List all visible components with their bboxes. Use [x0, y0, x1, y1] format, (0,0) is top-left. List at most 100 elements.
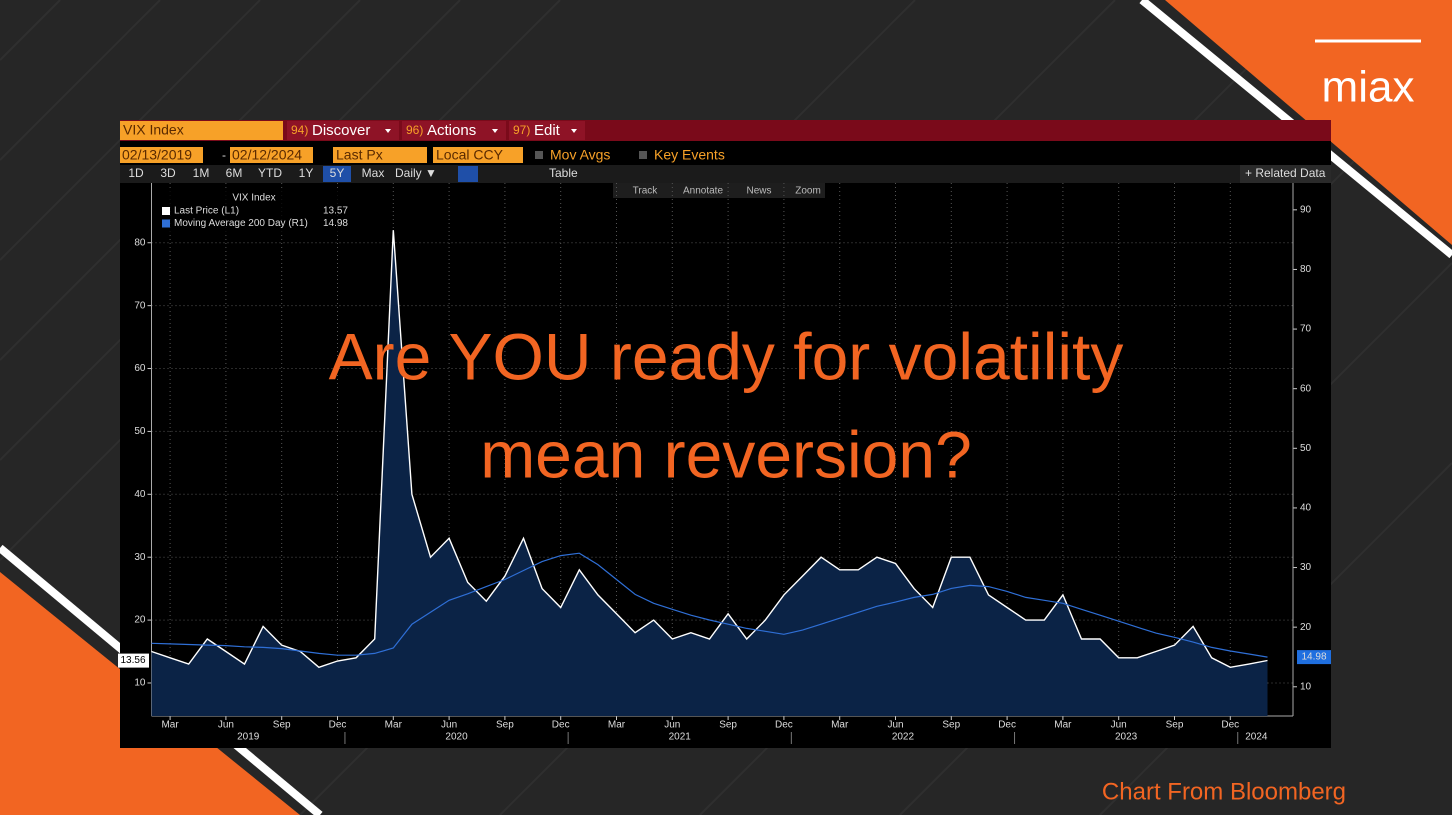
- period-button[interactable]: YTD: [258, 166, 282, 180]
- date-sep: -: [222, 148, 226, 162]
- x-tick-label: Jun: [887, 720, 903, 731]
- x-tick-label: Dec: [775, 720, 793, 731]
- value-tag: [1297, 650, 1331, 665]
- logo: miax: [1322, 63, 1415, 112]
- y-tick-label: 10: [134, 678, 146, 689]
- year-label: 2020: [445, 732, 468, 743]
- y-tick-label: 20: [134, 615, 146, 626]
- date-start[interactable]: 02/13/2019: [122, 147, 192, 163]
- table-button[interactable]: Table: [549, 166, 578, 180]
- mov-avgs[interactable]: Mov Avgs: [550, 147, 610, 163]
- date-end[interactable]: 02/12/2024: [232, 147, 302, 163]
- credit: Chart From Bloomberg: [1102, 778, 1346, 805]
- frequency[interactable]: Daily ▼: [395, 166, 437, 180]
- x-tick-label: Mar: [385, 720, 403, 731]
- period-active[interactable]: [323, 166, 351, 182]
- x-tick-label: Mar: [608, 720, 626, 731]
- year-label: 2022: [892, 732, 915, 743]
- menus: 94) Discover 96) Actions 97) Edit: [287, 121, 585, 140]
- x-tick-label: Mar: [831, 720, 849, 731]
- security-box[interactable]: [120, 121, 283, 140]
- headline: Are YOU ready for volatility: [329, 319, 1124, 393]
- currency[interactable]: Local CCY: [436, 147, 504, 163]
- tool-button[interactable]: News: [746, 186, 771, 197]
- security[interactable]: VIX Index: [123, 122, 184, 138]
- tool-button[interactable]: Track: [633, 186, 659, 197]
- chart: 10 20 30 40 50 60 70 80 10 20 30 40 50 60 70 80 90 Mar Jun…: [118, 183, 1331, 744]
- date-box[interactable]: [120, 147, 203, 163]
- x-tick-label: Mar: [161, 720, 179, 731]
- menu-label[interactable]: Discover: [312, 122, 370, 139]
- checkbox[interactable]: [535, 151, 543, 159]
- menu-label[interactable]: Edit: [534, 122, 561, 139]
- menu-number[interactable]: 97): [513, 123, 530, 137]
- legend-value: 13.57: [323, 206, 348, 217]
- y2-tick-label: 50: [1300, 443, 1312, 454]
- x-tick-label: Jun: [218, 720, 234, 731]
- x-tick-label: Jun: [441, 720, 457, 731]
- year-label: 2021: [669, 732, 692, 743]
- period-button[interactable]: 6M: [226, 166, 243, 180]
- y-tick-label: 60: [134, 363, 146, 374]
- headline: mean reversion?: [480, 417, 972, 491]
- menu-arrow: [492, 129, 498, 133]
- period-button[interactable]: 1M: [193, 166, 210, 180]
- year-label: 2023: [1115, 732, 1138, 743]
- y2-tick-label: 30: [1300, 562, 1312, 573]
- y2-tick-label: 20: [1300, 622, 1312, 633]
- value-tag: [118, 653, 149, 668]
- date-box[interactable]: [230, 147, 313, 163]
- checkbox[interactable]: [639, 151, 647, 159]
- menu-button[interactable]: [402, 121, 506, 140]
- y-tick-label: 40: [134, 489, 146, 500]
- period-button[interactable]: 5Y: [330, 166, 345, 180]
- y2-tick-label: 90: [1300, 204, 1312, 215]
- chart-tools: Track Annotate News Zoom: [613, 183, 825, 198]
- y2-tick-label: 70: [1300, 324, 1312, 335]
- menu-button[interactable]: [287, 121, 399, 140]
- tool-button[interactable]: Annotate: [683, 186, 723, 197]
- period-button[interactable]: 3D: [160, 166, 176, 180]
- currency-box[interactable]: [433, 147, 523, 163]
- key-events[interactable]: Key Events: [654, 147, 725, 163]
- related-clip: + Related Data: [1245, 166, 1326, 180]
- field-box[interactable]: [333, 147, 427, 163]
- period-button[interactable]: 1Y: [299, 166, 314, 180]
- x-tick-label: Jun: [1111, 720, 1127, 731]
- menu-button[interactable]: [509, 121, 585, 140]
- series-line: [151, 552, 1268, 658]
- menu-number[interactable]: 94): [291, 123, 308, 137]
- legend-value: 14.98: [323, 218, 348, 229]
- menu-label[interactable]: Actions: [427, 122, 476, 139]
- y-tick-label: 70: [134, 300, 146, 311]
- menu-arrow: [385, 129, 391, 133]
- related-data[interactable]: + Related Data: [1245, 166, 1326, 180]
- related-button[interactable]: [1240, 165, 1331, 183]
- y-tick-label: 50: [134, 426, 146, 437]
- legend-title: VIX Index: [232, 193, 275, 204]
- tool-button[interactable]: Zoom: [795, 186, 821, 197]
- x-tick-label: Sep: [942, 720, 960, 731]
- tools-bg: [613, 183, 825, 198]
- y2-tick-label: 80: [1300, 264, 1312, 275]
- x-tick-label: Sep: [496, 720, 514, 731]
- y-tick-label: 30: [134, 552, 146, 563]
- legend-swatch: [162, 219, 170, 228]
- legend-label: Moving Average 200 Day (R1): [174, 218, 308, 229]
- x-tick-label: Sep: [719, 720, 737, 731]
- x-tick-label: Jun: [664, 720, 680, 731]
- x-tick-label: Dec: [1221, 720, 1239, 731]
- x-tick-label: Sep: [1166, 720, 1184, 731]
- x-tick-label: Dec: [329, 720, 347, 731]
- y2-tick-label: 10: [1300, 681, 1312, 692]
- period-button[interactable]: Max: [362, 166, 385, 180]
- period-button[interactable]: 1D: [128, 166, 144, 180]
- y2-tick-label: 60: [1300, 383, 1312, 394]
- menu-arrow: [571, 129, 577, 133]
- menu-number[interactable]: 96): [406, 123, 423, 137]
- field[interactable]: Last Px: [336, 147, 383, 163]
- x-tick-label: Dec: [552, 720, 570, 731]
- chart-type-button[interactable]: [458, 166, 478, 182]
